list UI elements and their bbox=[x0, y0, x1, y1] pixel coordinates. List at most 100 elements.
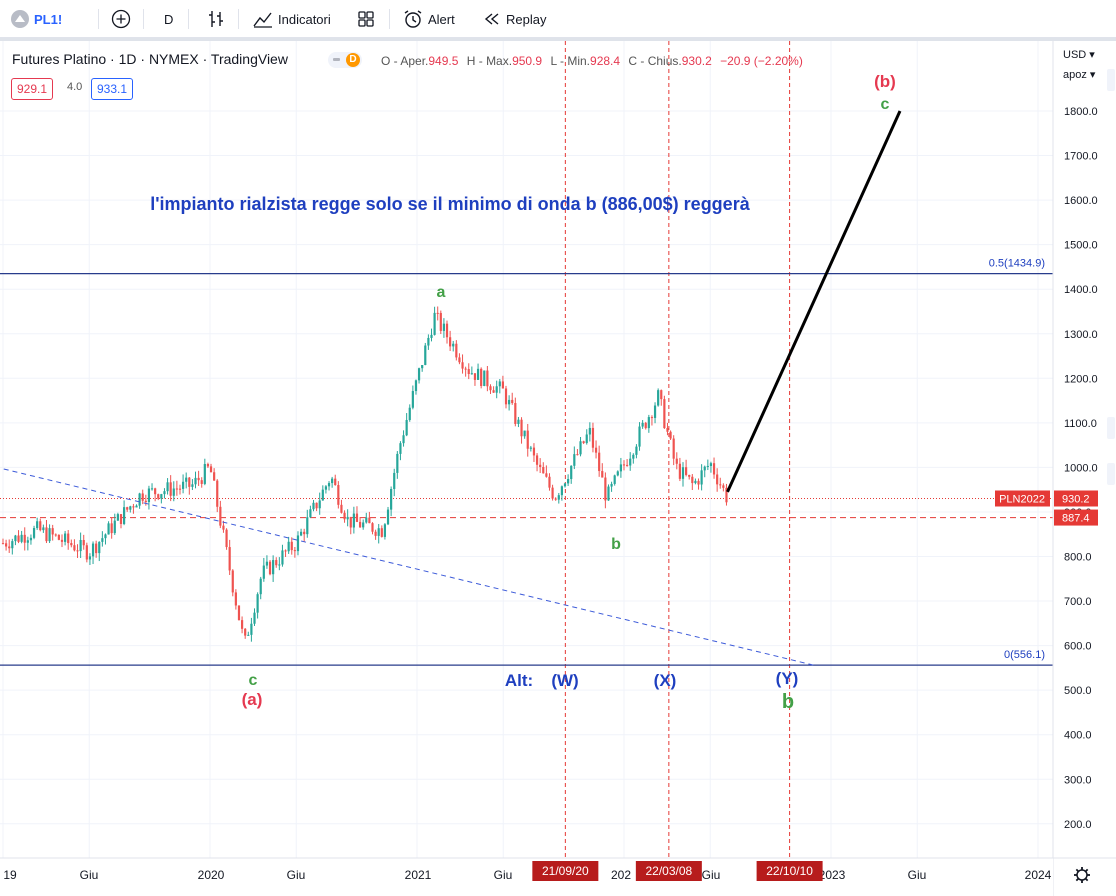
alert-button[interactable]: Alert bbox=[402, 0, 455, 38]
candle-body bbox=[374, 531, 377, 536]
legend-badge[interactable]: D bbox=[328, 52, 362, 68]
indicators-button[interactable]: Indicatori bbox=[252, 0, 331, 38]
close-value: 930.2 bbox=[681, 54, 712, 68]
candle-body bbox=[129, 506, 132, 510]
candle-body bbox=[247, 634, 250, 636]
price-tick-label: 300.0 bbox=[1064, 774, 1092, 786]
toolbar-divider bbox=[238, 9, 239, 29]
candle-body bbox=[669, 431, 672, 439]
alt-wave-y: (Y) bbox=[776, 669, 799, 688]
chart-type-button[interactable] bbox=[206, 0, 226, 38]
candle-body bbox=[29, 537, 33, 541]
candle-body bbox=[331, 478, 334, 484]
candle-body bbox=[209, 466, 213, 473]
candle-body bbox=[672, 438, 675, 459]
candle-body bbox=[346, 516, 349, 520]
candle-body bbox=[557, 495, 560, 500]
close-label: C - Chius. bbox=[628, 54, 682, 68]
candle-body bbox=[315, 502, 318, 509]
candle-body bbox=[427, 337, 430, 346]
candle-body bbox=[551, 487, 554, 499]
candle-body bbox=[396, 453, 399, 473]
candle-body bbox=[306, 517, 309, 535]
time-axis[interactable]: 19 Giu 2020 Giu 2021 Giu 202 Giu 2023 Giu 2024 21/0… bbox=[0, 857, 1116, 896]
bid-price[interactable]: 929.1 bbox=[11, 78, 54, 100]
candle-body bbox=[110, 523, 113, 534]
scroll-handle[interactable] bbox=[1107, 417, 1115, 439]
spread-value: 4.0 bbox=[67, 81, 83, 93]
price-chart[interactable]: 0.5(1434.9) 0(556.1) l'impianto rialzista… bbox=[0, 41, 1116, 896]
candle-body bbox=[272, 560, 275, 575]
candle-body bbox=[622, 464, 626, 466]
candle-body bbox=[73, 545, 76, 551]
candle-body bbox=[64, 533, 67, 542]
alert-label: Alert bbox=[428, 11, 455, 27]
ask-price[interactable]: 933.1 bbox=[91, 78, 134, 100]
alt-wave-b: b bbox=[782, 691, 794, 713]
interval-button[interactable]: D bbox=[164, 0, 173, 38]
candle-body bbox=[191, 484, 194, 487]
candle-body bbox=[449, 337, 452, 347]
candle-body bbox=[678, 463, 681, 479]
candle-body bbox=[579, 441, 582, 455]
currency-label[interactable]: USD ▾ bbox=[1063, 49, 1095, 61]
candle-body bbox=[414, 380, 418, 392]
scroll-handle[interactable] bbox=[1107, 463, 1115, 485]
symbol-label: PL1! bbox=[34, 11, 63, 27]
candle-body bbox=[141, 493, 144, 501]
candle-body bbox=[489, 386, 492, 391]
drawn-lines[interactable] bbox=[0, 110, 902, 666]
price-tick-label: 1700.0 bbox=[1064, 151, 1098, 163]
candle-body bbox=[296, 535, 300, 552]
scale-mode-label[interactable]: apoz ▾ bbox=[1063, 69, 1096, 81]
candle-body bbox=[290, 541, 293, 551]
candle-body bbox=[480, 368, 483, 386]
analysis-note: l'impianto rialzista regge solo se il mi… bbox=[150, 194, 750, 214]
price-axis-bg bbox=[1053, 41, 1116, 896]
interval-label: D bbox=[164, 11, 174, 27]
candle-body bbox=[716, 474, 719, 485]
dashed-trendline[interactable] bbox=[0, 456, 814, 666]
candle-body bbox=[408, 407, 411, 420]
candle-body bbox=[160, 494, 163, 499]
candle-body bbox=[188, 477, 191, 487]
symbol-search[interactable]: PL1! bbox=[10, 0, 62, 38]
candle-body bbox=[60, 539, 64, 542]
candle-body bbox=[85, 545, 88, 560]
open-value: 949.5 bbox=[428, 54, 459, 68]
candles bbox=[1, 306, 728, 642]
candle-body bbox=[181, 481, 185, 489]
candle-body bbox=[185, 477, 188, 482]
settings-gear-icon[interactable] bbox=[1074, 867, 1090, 883]
compare-button[interactable] bbox=[111, 0, 131, 38]
candle-body bbox=[641, 422, 644, 427]
candle-body bbox=[461, 362, 464, 369]
candle-body bbox=[150, 488, 154, 490]
projection-line[interactable] bbox=[726, 110, 902, 493]
templates-button[interactable] bbox=[356, 0, 376, 38]
symbol-logo-icon bbox=[11, 10, 29, 28]
price-tick-label: 800.0 bbox=[1064, 552, 1092, 564]
replay-button[interactable]: Replay bbox=[482, 0, 546, 38]
candle-body bbox=[371, 523, 374, 532]
wave-label-c-low: c bbox=[249, 672, 258, 689]
scroll-handle[interactable] bbox=[1107, 69, 1115, 91]
candle-body bbox=[554, 498, 557, 500]
candle-body bbox=[144, 500, 147, 503]
horizontal-levels: 0.5(1434.9) 0(556.1) bbox=[0, 258, 1053, 666]
date-marker-bg bbox=[532, 861, 599, 881]
candle-body bbox=[638, 426, 641, 447]
candle-body bbox=[626, 464, 629, 466]
candle-body bbox=[725, 487, 728, 503]
candle-body bbox=[172, 488, 175, 496]
candle-body bbox=[694, 480, 697, 484]
chart-area[interactable]: 0.5(1434.9) 0(556.1) l'impianto rialzista… bbox=[0, 38, 1116, 896]
candle-body bbox=[498, 381, 501, 387]
candle-body bbox=[126, 507, 129, 510]
price-axis[interactable]: USD ▾ apoz ▾ 1800.0 1700.0 1600.0 1500.0 1400.… bbox=[995, 41, 1116, 896]
candle-body bbox=[421, 365, 424, 369]
candle-body bbox=[163, 491, 166, 495]
candle-body bbox=[104, 534, 107, 539]
candle-body bbox=[511, 399, 514, 404]
candle-body bbox=[312, 502, 315, 510]
